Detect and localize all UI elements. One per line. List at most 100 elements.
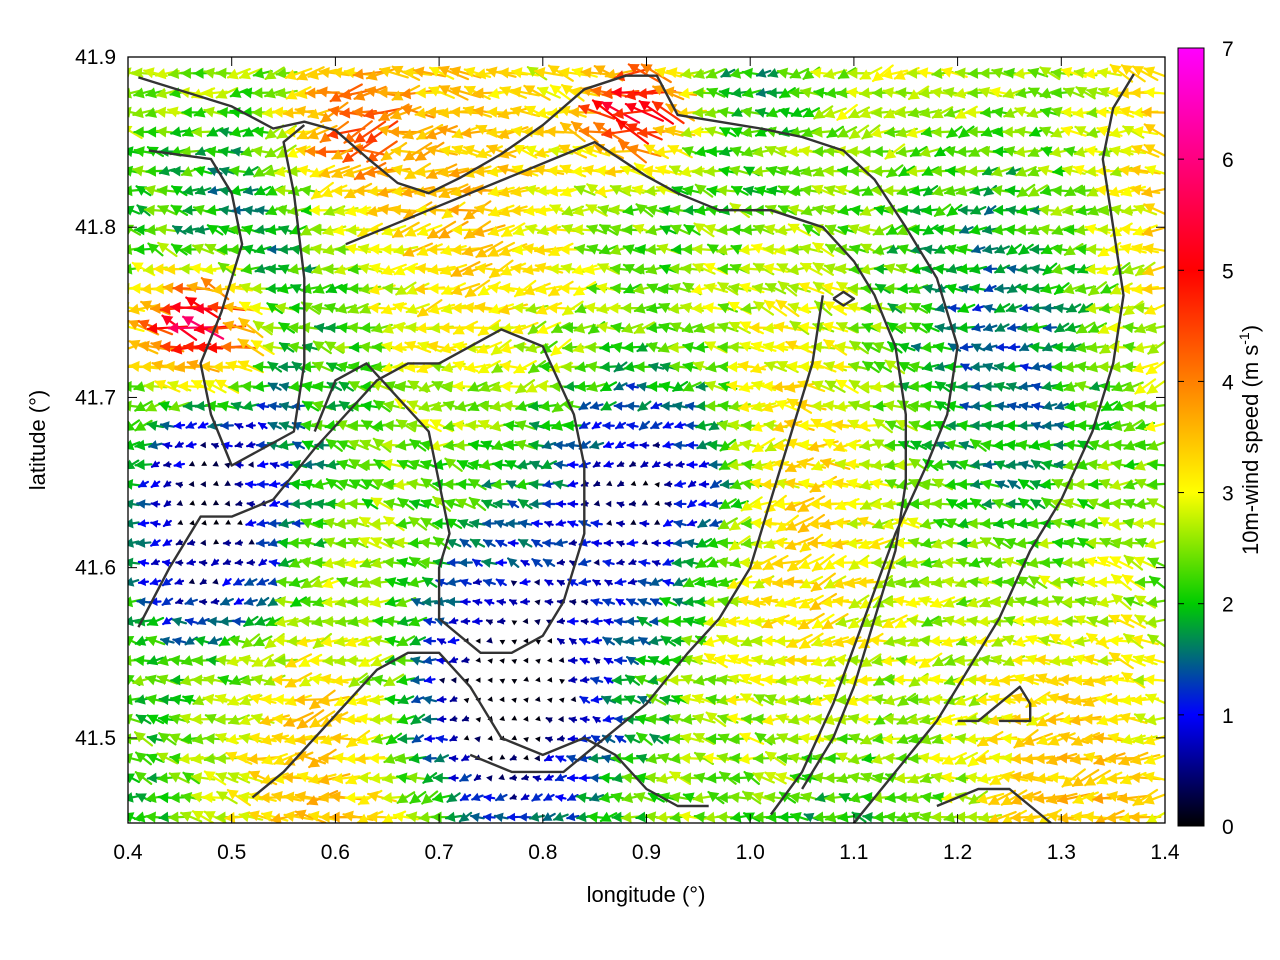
wind-vector: [1012, 673, 1040, 686]
wind-vector: [994, 401, 1010, 412]
wind-vector: [988, 789, 1017, 806]
wind-vector: [200, 500, 207, 506]
wind-vector: [737, 595, 767, 607]
wind-vector: [1093, 732, 1126, 744]
wind-vector: [589, 792, 605, 802]
wind-vector: [686, 519, 698, 527]
wind-vector: [742, 812, 761, 823]
wind-vector: [220, 420, 234, 431]
wind-vector: [684, 538, 700, 549]
wind-vector: [150, 500, 161, 508]
wind-vector: [754, 732, 773, 746]
wind-vector: [1082, 675, 1113, 687]
wind-vector: [1047, 732, 1076, 746]
wind-vector: [517, 519, 533, 529]
wind-vector: [319, 673, 349, 685]
wind-vector: [669, 770, 692, 786]
wind-vector: [563, 419, 583, 432]
wind-vector: [553, 538, 568, 548]
wind-vector: [529, 498, 546, 509]
wind-vector: [982, 342, 998, 352]
wind-vector: [1147, 633, 1165, 648]
wind-vector: [494, 792, 508, 802]
wind-vector: [481, 557, 498, 568]
wind-vector: [535, 676, 541, 683]
wind-vector: [956, 244, 977, 256]
wind-vector: [1058, 731, 1090, 744]
wind-vector: [173, 460, 186, 469]
wind-vector: [599, 361, 618, 373]
wind-vector: [603, 440, 615, 449]
wind-vector: [1007, 401, 1022, 411]
wind-vector: [210, 597, 220, 605]
wind-vector: [234, 480, 244, 488]
wind-vector: [592, 579, 602, 587]
wind-vector: [1123, 633, 1144, 649]
wind-vector: [994, 244, 1010, 254]
wind-vector: [663, 460, 674, 469]
wind-vector: [590, 695, 603, 704]
wind-vector: [672, 538, 688, 548]
wind-vector: [460, 597, 471, 606]
wind-vector: [216, 790, 238, 805]
wind-vector: [567, 734, 579, 743]
wind-vector: [499, 639, 506, 645]
wind-vector: [511, 715, 518, 721]
wind-vector: [613, 361, 628, 373]
wind-vector: [821, 537, 850, 550]
wind-vector: [499, 754, 506, 760]
wind-vector: [533, 579, 540, 586]
colorbar-tick-label: 7: [1222, 38, 1234, 61]
wind-vector: [224, 500, 231, 507]
wind-vector: [982, 322, 998, 332]
wind-vector: [614, 420, 627, 430]
wind-vector: [488, 88, 515, 99]
wind-vector: [593, 657, 601, 665]
wind-vector: [244, 480, 257, 489]
wind-vector: [1031, 401, 1045, 411]
wind-vector: [171, 616, 188, 627]
wind-vector: [347, 537, 369, 549]
wind-vector: [278, 518, 295, 529]
wind-vector: [994, 283, 1011, 294]
wind-vector: [156, 752, 179, 765]
wind-vector: [318, 773, 351, 785]
wind-vector: [546, 638, 553, 644]
wind-vector: [823, 672, 847, 688]
wind-vector: [312, 632, 333, 649]
wind-vector: [238, 791, 264, 803]
wind-vector: [1018, 460, 1034, 470]
wind-vector: [942, 596, 967, 608]
wind-vector: [654, 519, 661, 525]
wind-vector: [556, 617, 566, 625]
wind-vector: [137, 577, 150, 586]
wind-vector: [1133, 556, 1158, 569]
wind-vector: [507, 557, 520, 568]
wind-vector: [846, 517, 872, 530]
wind-vector: [630, 480, 637, 487]
wind-vector: [1063, 537, 1084, 549]
wind-vector: [969, 185, 988, 196]
wind-vector: [558, 697, 565, 704]
wind-vector: [1132, 733, 1158, 745]
wind-vector: [785, 597, 814, 609]
wind-vector: [919, 733, 942, 745]
wind-vector: [614, 734, 627, 744]
wind-vector: [554, 773, 568, 782]
wind-vector: [245, 440, 256, 449]
wind-vector: [774, 635, 801, 647]
wind-vector: [552, 811, 569, 822]
wind-vector: [146, 733, 165, 745]
wind-vector: [436, 715, 447, 723]
wind-vector: [175, 559, 184, 567]
wind-vector: [636, 616, 653, 627]
wind-vector: [358, 653, 382, 668]
wind-vector: [238, 811, 264, 823]
wind-vector: [145, 635, 166, 647]
wind-vector: [532, 775, 542, 783]
wind-vector: [511, 658, 518, 665]
wind-vector: [344, 792, 372, 804]
wind-vector: [544, 579, 554, 587]
wind-vector: [613, 401, 628, 411]
wind-vector: [650, 401, 663, 410]
